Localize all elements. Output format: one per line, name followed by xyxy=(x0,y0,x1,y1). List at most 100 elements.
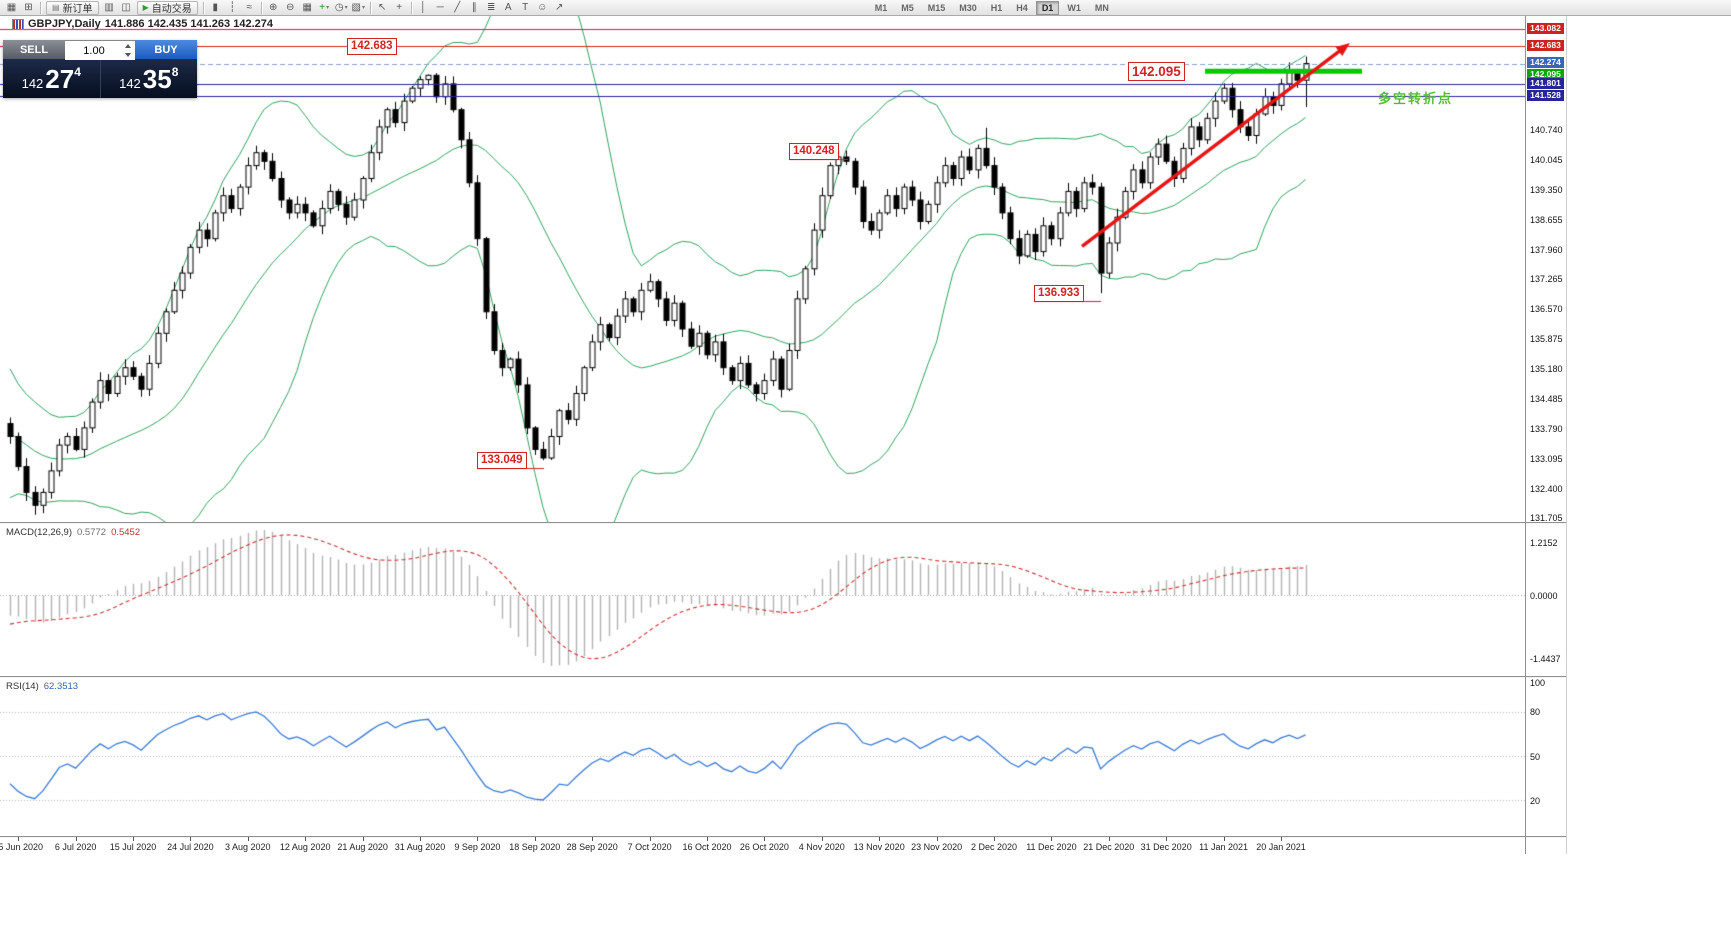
price-label[interactable]: 136.933 xyxy=(1034,285,1084,303)
date-axis-label: 13 Nov 2020 xyxy=(853,842,905,852)
toolbar-separator xyxy=(202,1,204,14)
date-axis-tick xyxy=(1223,837,1225,841)
date-axis-tick xyxy=(764,837,766,841)
periods-icon[interactable]: ◷ ▾ xyxy=(334,2,348,13)
cursor-icon[interactable]: ↖ xyxy=(378,2,387,13)
channel-icon[interactable]: ∥ xyxy=(471,2,477,13)
bar-chart-icon[interactable]: ┆ xyxy=(229,2,236,13)
pane-separator[interactable] xyxy=(0,522,1566,523)
navigator-icon[interactable]: ◫ xyxy=(121,2,131,13)
price-chart-canvas[interactable] xyxy=(0,16,1525,522)
timeframe-w1[interactable]: W1 xyxy=(1067,2,1081,13)
volume-stepper[interactable] xyxy=(125,44,133,57)
new-chart-icon[interactable]: ▦ xyxy=(6,2,17,13)
date-axis-label: 18 Sep 2020 xyxy=(509,842,561,852)
date-axis-label: 11 Jan 2021 xyxy=(1199,842,1249,852)
date-axis-label: 16 Oct 2020 xyxy=(682,842,732,852)
price-label[interactable]: 142.683 xyxy=(347,37,397,55)
date-axis-tick xyxy=(649,837,651,841)
price-scale-tick: 131.705 xyxy=(1530,513,1563,524)
timeframe-d1[interactable]: D1 xyxy=(1035,0,1060,15)
macd-scale-tick: 1.2152 xyxy=(1530,537,1558,548)
line-chart-icon[interactable]: ≈ xyxy=(246,2,252,13)
new-order-button[interactable]: ▤ 新订单 xyxy=(46,0,99,15)
date-axis-label: 20 Jan 2021 xyxy=(1256,842,1306,852)
price-scale-tick: 135.875 xyxy=(1530,334,1563,345)
buy-price-frac: 8 xyxy=(171,65,179,79)
date-axis-tick xyxy=(707,837,708,841)
zoom-in-icon[interactable]: ⊕ xyxy=(269,2,278,13)
date-axis-tick xyxy=(1281,837,1282,841)
date-axis-tick xyxy=(18,837,20,841)
price-scale-tick: 133.095 xyxy=(1530,453,1563,464)
market-watch-icon[interactable]: ▥ xyxy=(104,2,114,13)
timeframe-m5[interactable]: M5 xyxy=(901,2,914,13)
sell-price-base: 142 xyxy=(21,75,44,91)
text-label-icon[interactable]: T xyxy=(522,2,529,13)
price-scale-marker[interactable]: 142.683 xyxy=(1527,40,1564,52)
price-scale-tick: 135.180 xyxy=(1530,364,1563,375)
price-scale-marker[interactable]: 142.274 xyxy=(1527,57,1564,69)
profiles-icon[interactable]: ⊞ xyxy=(24,2,33,13)
rsi-canvas[interactable] xyxy=(0,678,1525,834)
turning-point-annotation[interactable]: 多空转折点 xyxy=(1378,91,1454,106)
buy-price[interactable]: 142 35 8 xyxy=(101,59,198,98)
volume-input[interactable] xyxy=(65,42,135,60)
text-icon[interactable]: A xyxy=(504,2,512,13)
macd-indicator-label: MACD(12,26,9) 0.5772 0.5452 xyxy=(6,527,140,538)
toolbar-separator xyxy=(410,1,412,14)
toolbar-separator xyxy=(40,1,41,14)
price-label[interactable]: 142.095 xyxy=(1128,62,1185,82)
macd-scale-tick: -1.4437 xyxy=(1530,654,1561,665)
timeframe-m15[interactable]: M15 xyxy=(927,2,946,13)
zoom-out-icon[interactable]: ⊖ xyxy=(286,2,295,13)
fibonacci-icon[interactable]: ≣ xyxy=(487,2,496,13)
price-scale-marker[interactable]: 141.528 xyxy=(1527,90,1564,102)
autotrading-button-label: 自动交易 xyxy=(151,4,192,15)
rsi-indicator-label: RSI(14) 62.3513 xyxy=(6,681,78,692)
timeframe-m30[interactable]: M30 xyxy=(959,2,977,13)
timeframe-mn[interactable]: MN xyxy=(1094,2,1109,13)
price-scale-separator[interactable] xyxy=(1525,16,1526,854)
toolbar-separator xyxy=(369,1,371,14)
horizontal-line-icon[interactable]: ─ xyxy=(436,2,444,13)
autotrading-button[interactable]: ▶ 自动交易 xyxy=(136,0,198,15)
date-axis-label: 21 Dec 2020 xyxy=(1083,842,1135,852)
date-axis-tick xyxy=(821,837,823,841)
sell-button[interactable]: SELL xyxy=(3,40,65,59)
price-scale-tick: 137.265 xyxy=(1530,274,1563,285)
tile-windows-icon[interactable]: ▦ xyxy=(302,2,312,13)
candlestick-chart-icon[interactable]: ▮ xyxy=(212,2,218,13)
timeframe-h1[interactable]: H1 xyxy=(990,2,1003,13)
date-axis-tick xyxy=(592,837,594,841)
templates-icon[interactable]: ▧ ▾ xyxy=(351,2,365,13)
price-scale-marker[interactable]: 143.082 xyxy=(1527,23,1564,35)
price-scale-marker[interactable]: 141.801 xyxy=(1527,78,1564,90)
timeframe-h4[interactable]: H4 xyxy=(1016,2,1028,13)
macd-canvas[interactable] xyxy=(0,524,1525,674)
price-scale-marker[interactable]: 142.095 xyxy=(1527,68,1564,80)
buy-button[interactable]: BUY xyxy=(135,40,197,59)
trendline-icon[interactable]: ╱ xyxy=(454,2,461,13)
timeframe-m1[interactable]: M1 xyxy=(874,2,888,13)
pane-separator xyxy=(0,836,1566,837)
macd-scale-tick: 0.0000 xyxy=(1530,590,1558,601)
price-label[interactable]: 133.049 xyxy=(477,452,527,470)
price-scale-tick: 138.655 xyxy=(1530,214,1563,225)
price-label[interactable]: 140.248 xyxy=(789,142,839,160)
crosshair-icon[interactable]: + xyxy=(396,2,403,13)
macd-name: MACD(12,26,9) xyxy=(6,527,72,538)
date-axis-label: 25 Jun 2020 xyxy=(0,842,43,852)
arrow-tool-icon[interactable]: ↗ xyxy=(555,2,564,13)
indicators-icon[interactable]: + ▾ xyxy=(319,2,330,13)
symbols-icon[interactable]: ☺ xyxy=(537,2,548,13)
symbol-period-label: GBPJPY,Daily xyxy=(28,18,101,30)
date-axis-tick xyxy=(1108,837,1110,841)
date-axis-label: 31 Dec 2020 xyxy=(1140,842,1192,852)
sell-price[interactable]: 142 27 4 xyxy=(3,59,101,98)
pane-separator[interactable] xyxy=(0,676,1566,677)
macd-value: 0.5772 xyxy=(77,527,107,538)
date-axis-label: 31 Aug 2020 xyxy=(394,842,446,852)
vertical-line-icon[interactable]: │ xyxy=(420,2,427,13)
chevron-down-icon: ▾ xyxy=(326,5,330,11)
